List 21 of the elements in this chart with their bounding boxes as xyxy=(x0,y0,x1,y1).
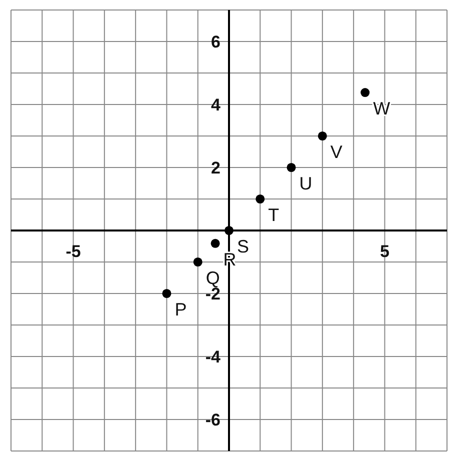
annotation: T xyxy=(268,205,280,225)
y-tick-label: 4 xyxy=(211,96,222,114)
annotation: P xyxy=(174,300,187,320)
x-tick-label: 5 xyxy=(380,242,390,261)
point xyxy=(210,238,220,248)
y-tick-label: -4 xyxy=(205,348,222,366)
annotation: W xyxy=(373,98,390,119)
point xyxy=(318,131,327,141)
point xyxy=(360,88,370,98)
point xyxy=(224,226,234,236)
y-tick-label: 2 xyxy=(211,158,220,178)
point xyxy=(162,288,172,298)
annotation: S xyxy=(237,236,250,256)
y-tick-label: 6 xyxy=(211,32,220,52)
point xyxy=(256,194,265,204)
x-tick-label: -5 xyxy=(66,242,81,261)
point xyxy=(286,162,296,172)
point xyxy=(193,257,202,267)
annotation: U xyxy=(299,174,312,194)
y-tick-label: -6 xyxy=(205,410,220,430)
annotation: V xyxy=(330,142,342,162)
